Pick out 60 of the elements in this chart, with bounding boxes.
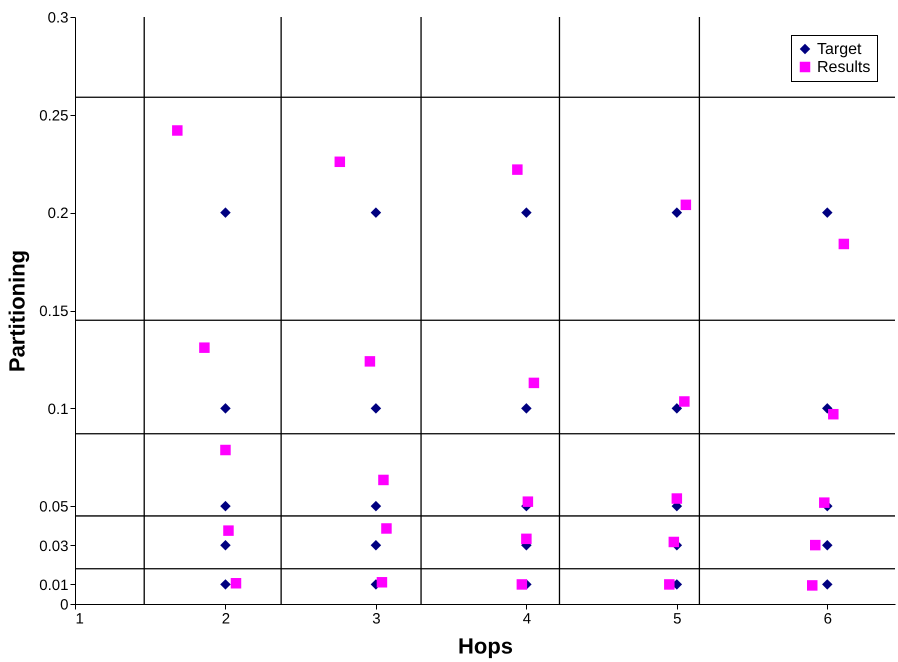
point — [680, 200, 692, 210]
point — [838, 238, 850, 250]
y-tick-label: 0 — [60, 596, 68, 614]
y-tick-label: 0.15 — [39, 303, 68, 320]
y-tick-label: 0.3 — [48, 10, 68, 26]
point — [220, 500, 231, 512]
y-tick-label: 0.03 — [39, 538, 68, 555]
point — [381, 523, 392, 534]
point — [230, 578, 242, 589]
x-tick-label: 3 — [372, 610, 381, 628]
point — [220, 403, 231, 414]
point — [521, 534, 532, 544]
point — [819, 497, 830, 508]
point — [522, 496, 534, 507]
point — [512, 164, 523, 175]
point — [364, 356, 376, 367]
point — [664, 579, 675, 590]
y-tick-label: 0.2 — [48, 205, 68, 222]
point — [370, 540, 382, 551]
y-axis-title: Partitioning — [4, 250, 30, 372]
point — [822, 579, 833, 590]
y-tick-label: 0.25 — [39, 107, 68, 124]
point — [672, 493, 682, 504]
x-tick-label: 1 — [76, 610, 84, 628]
y-tick-label: 0.05 — [39, 498, 68, 516]
point — [378, 474, 389, 486]
point — [810, 540, 820, 550]
point — [672, 207, 682, 218]
point — [521, 207, 532, 218]
point — [679, 396, 690, 407]
x-tick-label: 4 — [522, 610, 532, 628]
y-tick-label: 0.01 — [39, 576, 68, 594]
point — [822, 207, 833, 218]
x-tick-label: 2 — [222, 610, 230, 628]
point — [199, 342, 210, 353]
point — [516, 579, 528, 590]
x-tick-label: 5 — [673, 610, 682, 628]
point — [822, 540, 833, 551]
point — [668, 536, 680, 548]
legend-label: Results — [817, 59, 870, 76]
point — [172, 125, 183, 136]
point — [370, 500, 382, 512]
y-tick-label: 0.1 — [48, 400, 68, 418]
point — [223, 525, 234, 536]
point — [220, 579, 231, 590]
point — [220, 444, 231, 456]
point — [220, 540, 231, 551]
x-tick-label: 6 — [824, 610, 832, 628]
point — [370, 207, 382, 218]
point — [376, 577, 388, 588]
point — [528, 378, 540, 388]
point — [672, 403, 682, 414]
point — [807, 580, 818, 591]
x-axis-title: Hops — [458, 634, 513, 658]
point — [828, 408, 839, 420]
point — [370, 403, 382, 414]
point — [334, 156, 346, 168]
legend-label: Target — [817, 41, 862, 58]
point — [220, 207, 231, 218]
point — [521, 403, 532, 414]
